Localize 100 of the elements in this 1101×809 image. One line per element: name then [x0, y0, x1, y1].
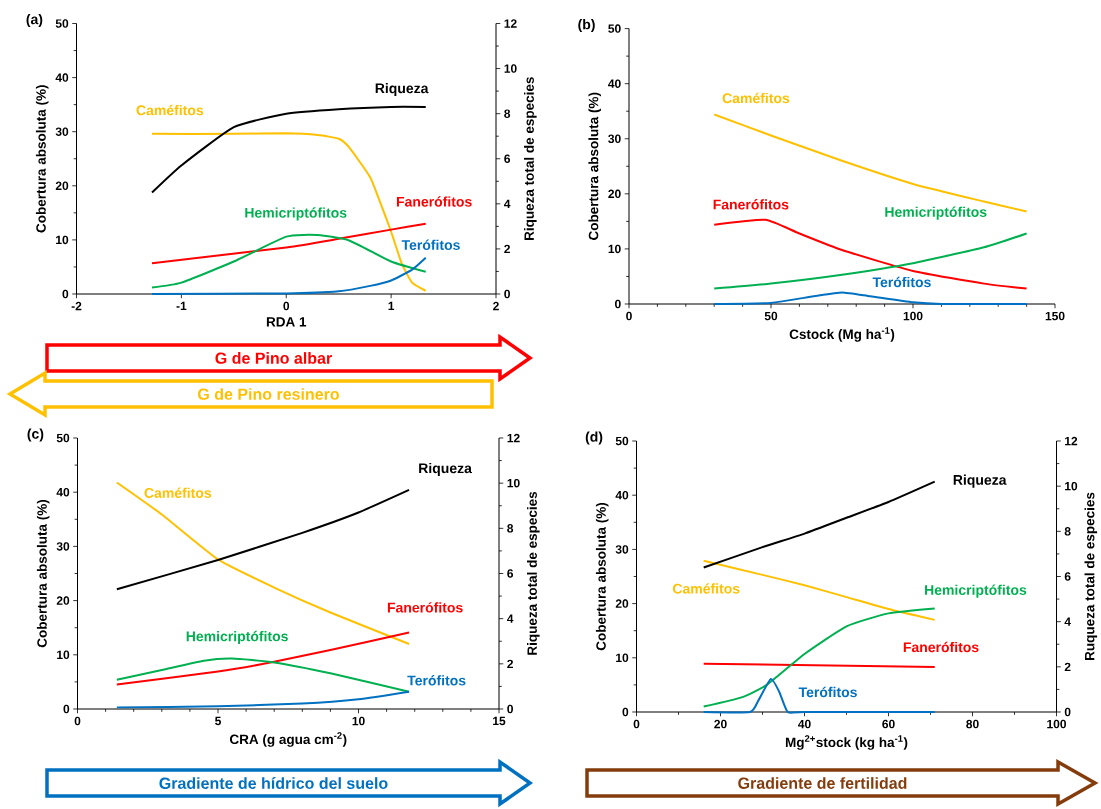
y-tick-label: 0 — [622, 707, 629, 717]
y2-tick-label: 6 — [507, 569, 514, 578]
x-tick-label: 15 — [493, 716, 506, 726]
y-axis-title: Cobertura absoluta (%) — [35, 85, 49, 233]
y2-tick-label: 8 — [504, 109, 511, 118]
series-label: Riqueza — [375, 82, 429, 97]
y-tick-label: 50 — [608, 24, 621, 33]
y2-tick-label: 10 — [504, 64, 517, 73]
line-series — [713, 291, 1028, 306]
x-tick-label: 0 — [283, 301, 290, 311]
y-tick-label: 40 — [608, 79, 621, 88]
y-tick-label: 0 — [62, 289, 69, 299]
y-tick-label: 30 — [608, 134, 621, 144]
x-tick-label: 80 — [966, 719, 979, 729]
y2-axis-title: Riqueza total de especies — [524, 77, 537, 240]
x-tick-label: 10 — [352, 716, 365, 726]
series-label: Caméfitos — [672, 583, 740, 594]
x-tick-label: 150 — [1045, 311, 1065, 321]
y-tick-label: 30 — [55, 127, 69, 136]
line-series — [702, 677, 936, 714]
line-series — [115, 690, 411, 709]
text: Gradiente de fertilidad — [738, 777, 907, 789]
x-tick-label: 0 — [74, 716, 81, 726]
y-tick-label: 40 — [615, 490, 629, 500]
y2-tick-label: 0 — [1064, 707, 1071, 717]
text: G de Pino albar — [215, 352, 332, 364]
series-label: Caméfitos — [144, 487, 212, 498]
y2-tick-label: 10 — [1065, 481, 1078, 491]
chart-title: (c) — [27, 428, 44, 442]
series-label: Fanerófitos — [903, 641, 979, 653]
series-label: Hemicriptófitos — [925, 584, 1027, 598]
x-tick-label: 5 — [215, 716, 221, 726]
line-series — [702, 480, 936, 569]
y-tick-label: 10 — [57, 650, 70, 660]
series-label: Fanerófitos — [387, 602, 463, 613]
y2-tick-label: 12 — [504, 19, 517, 28]
series-label: Terófitos — [407, 675, 466, 686]
y2-tick-label: 0 — [507, 704, 513, 714]
y2-tick-label: 2 — [1064, 662, 1071, 672]
series-label: Hemicriptófitos — [885, 206, 987, 220]
y-tick-label: 10 — [608, 244, 621, 254]
series-label: Riqueza — [953, 474, 1007, 488]
x-tick-label: 20 — [714, 719, 727, 729]
y2-tick-label: 8 — [1064, 527, 1071, 536]
x-axis-title: Cstock (Mg ha$^{-1}$) — [789, 327, 895, 342]
x-tick-label: 60 — [882, 719, 895, 729]
y2-tick-label: 2 — [507, 659, 513, 669]
y2-axis-title: Riqueza total de especies — [527, 491, 540, 655]
y2-tick-label: 8 — [507, 524, 514, 533]
y-tick-label: 30 — [56, 542, 70, 551]
y-tick-label: 20 — [55, 181, 69, 191]
series-label: Caméfitos — [722, 92, 790, 104]
y-tick-label: 30 — [615, 545, 629, 554]
y2-tick-label: 6 — [504, 154, 511, 163]
text: G de Pino resinero — [198, 388, 339, 400]
x-tick-label: 50 — [764, 311, 778, 321]
x-axis-title: Mg$^{2+}$stock (kg ha$^{-1}$) — [785, 735, 908, 750]
y-tick-label: 40 — [55, 73, 69, 82]
y-tick-label: 20 — [608, 189, 621, 199]
y2-tick-label: 4 — [503, 199, 511, 208]
y-axis-title: Cobertura absoluta (%) — [36, 499, 50, 648]
x-axis-title: CRA (g agua cm$^{-2}$) — [229, 732, 347, 747]
y2-axis-title: Ruqueza total de especies — [1084, 492, 1098, 660]
series-label: Terófitos — [401, 239, 460, 250]
y2-tick-label: 12 — [1065, 436, 1078, 446]
line-series — [713, 232, 1028, 290]
series-label: Fanerófitos — [713, 199, 789, 210]
y-tick-label: 50 — [615, 436, 629, 446]
line-series — [713, 218, 1028, 290]
x-tick-label: 0 — [633, 719, 640, 729]
y2-tick-label: 2 — [504, 244, 510, 254]
series-label: Terófitos — [798, 686, 857, 698]
x-tick-label: -1 — [176, 301, 187, 311]
y2-tick-label: 4 — [1064, 617, 1071, 626]
y-tick-label: 50 — [56, 433, 70, 443]
chart-title: (a) — [26, 13, 43, 28]
x-tick-label: -2 — [71, 301, 82, 311]
x-tick-label: 100 — [903, 311, 923, 321]
y2-tick-label: 4 — [506, 614, 514, 623]
series-label: Terófitos — [872, 276, 931, 288]
x-tick-label: 1 — [388, 301, 395, 311]
x-tick-label: 40 — [798, 719, 811, 729]
chart-title: (b) — [578, 19, 595, 33]
text: Gradiente de hídrico del suelo — [159, 777, 388, 789]
y-axis-title: Cobertura absoluta (%) — [588, 92, 601, 240]
y-tick-label: 40 — [56, 487, 70, 497]
y-tick-label: 20 — [615, 599, 629, 608]
y2-tick-label: 10 — [507, 478, 520, 488]
y-tick-label: 10 — [616, 653, 629, 663]
x-tick-label: 100 — [1047, 719, 1067, 729]
x-axis-title: RDA 1 — [266, 317, 307, 327]
line-series — [151, 256, 427, 295]
y-axis-title: Cobertura absoluta (%) — [595, 502, 609, 651]
series-label: Caméfitos — [136, 104, 204, 116]
chart-title: (d) — [585, 431, 603, 445]
y2-tick-label: 0 — [504, 289, 510, 299]
y-tick-label: 0 — [63, 704, 70, 714]
y2-tick-label: 6 — [1064, 572, 1071, 581]
series-label: Fanerófitos — [396, 196, 472, 207]
y-tick-label: 50 — [55, 19, 69, 28]
